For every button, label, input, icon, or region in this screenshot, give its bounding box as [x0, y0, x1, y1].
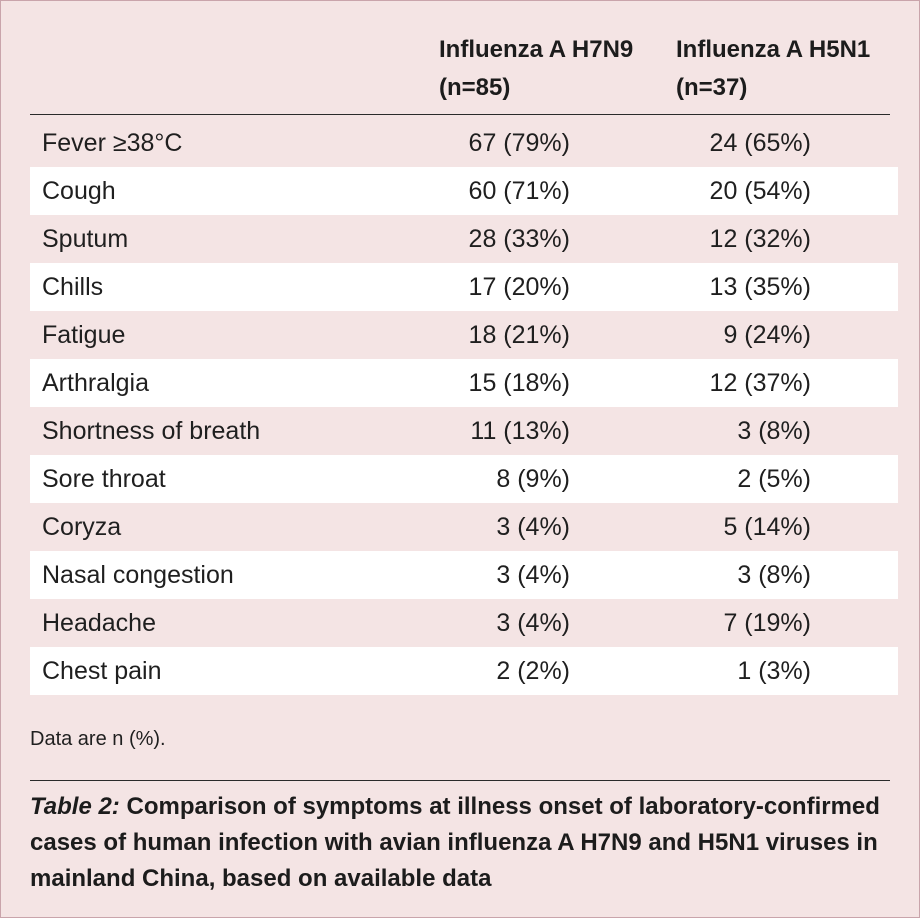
h5n1-value-cell: 20 (54%) — [709, 177, 811, 205]
table-row: Headache 3 (4%) 7 (19%) — [30, 599, 898, 647]
symptom-cell: Cough — [42, 177, 116, 205]
header-divider — [30, 114, 890, 115]
table-row: Chills 17 (20%) 13 (35%) — [30, 263, 898, 311]
table-body: Fever ≥38°C 67 (79%) 24 (65%) Cough 60 (71%)… — [30, 119, 898, 695]
column-header-h5n1: Influenza A H5N1 (n=37) — [676, 31, 870, 107]
h5n1-value-cell: 1 (3%) — [737, 657, 811, 685]
h5n1-value-cell: 3 (8%) — [737, 561, 811, 589]
symptom-cell: Sputum — [42, 225, 129, 253]
h7n9-value-cell: 17 (20%) — [468, 273, 570, 301]
h5n1-value-cell: 12 (37%) — [709, 369, 811, 397]
h5n1-value-cell: 12 (32%) — [709, 225, 811, 253]
h5n1-value-cell: 9 (24%) — [723, 321, 811, 349]
h7n9-value-cell: 15 (18%) — [468, 369, 570, 397]
h5n1-value-cell: 5 (14%) — [723, 513, 811, 541]
symptom-cell: Shortness of breath — [42, 417, 261, 445]
h5n1-value-cell: 3 (8%) — [737, 417, 811, 445]
table-row: Fatigue 18 (21%) 9 (24%) — [30, 311, 898, 359]
table-row: Shortness of breath 11 (13%) 3 (8%) — [30, 407, 898, 455]
h7n9-value-cell: 67 (79%) — [468, 129, 570, 157]
column-header-h5n1-count: (n=37) — [676, 74, 748, 101]
table-row: Cough 60 (71%) 20 (54%) — [30, 167, 898, 215]
column-header-h5n1-name: Influenza A H5N1 — [676, 36, 871, 63]
table-row: Sore throat 8 (9%) 2 (5%) — [30, 455, 898, 503]
table-row: Fever ≥38°C 67 (79%) 24 (65%) — [30, 119, 898, 167]
h7n9-value-cell: 2 (2%) — [496, 657, 570, 685]
symptom-cell: Fever ≥38°C — [42, 129, 183, 157]
h7n9-value-cell: 8 (9%) — [496, 465, 570, 493]
symptom-cell: Fatigue — [42, 321, 126, 349]
h7n9-value-cell: 28 (33%) — [468, 225, 570, 253]
table-row: Sputum 28 (33%) 12 (32%) — [30, 215, 898, 263]
symptom-cell: Coryza — [42, 513, 122, 541]
symptom-cell: Chest pain — [42, 657, 162, 685]
symptom-cell: Arthralgia — [42, 369, 149, 397]
column-header-h7n9: Influenza A H7N9 (n=85) — [439, 31, 633, 107]
column-header-h7n9-name: Influenza A H7N9 — [439, 36, 634, 63]
h7n9-value-cell: 3 (4%) — [496, 609, 570, 637]
table-row: Chest pain 2 (2%) 1 (3%) — [30, 647, 898, 695]
table-row: Coryza 3 (4%) 5 (14%) — [30, 503, 898, 551]
h7n9-value-cell: 60 (71%) — [468, 177, 570, 205]
h7n9-value-cell: 18 (21%) — [468, 321, 570, 349]
table-footnote: Data are n (%). — [30, 728, 166, 750]
table-row: Nasal congestion 3 (4%) 3 (8%) — [30, 551, 898, 599]
h5n1-value-cell: 24 (65%) — [709, 129, 811, 157]
h7n9-value-cell: 3 (4%) — [496, 561, 570, 589]
h5n1-value-cell: 13 (35%) — [709, 273, 811, 301]
h7n9-value-cell: 11 (13%) — [470, 417, 570, 445]
symptom-cell: Headache — [42, 609, 156, 637]
caption-divider — [30, 780, 890, 781]
column-header-h7n9-count: (n=85) — [439, 74, 511, 101]
table-caption: Table 2: Comparison of symptoms at illne… — [30, 789, 900, 897]
h5n1-value-cell: 7 (19%) — [723, 609, 811, 637]
h5n1-value-cell: 2 (5%) — [737, 465, 811, 493]
table-caption-label: Table 2: — [30, 793, 120, 820]
table-row: Arthralgia 15 (18%) 12 (37%) — [30, 359, 898, 407]
table-caption-text: Comparison of symptoms at illness onset … — [30, 793, 880, 892]
symptom-cell: Sore throat — [42, 465, 166, 493]
h7n9-value-cell: 3 (4%) — [496, 513, 570, 541]
symptom-cell: Chills — [42, 273, 104, 301]
symptom-cell: Nasal congestion — [42, 561, 234, 589]
